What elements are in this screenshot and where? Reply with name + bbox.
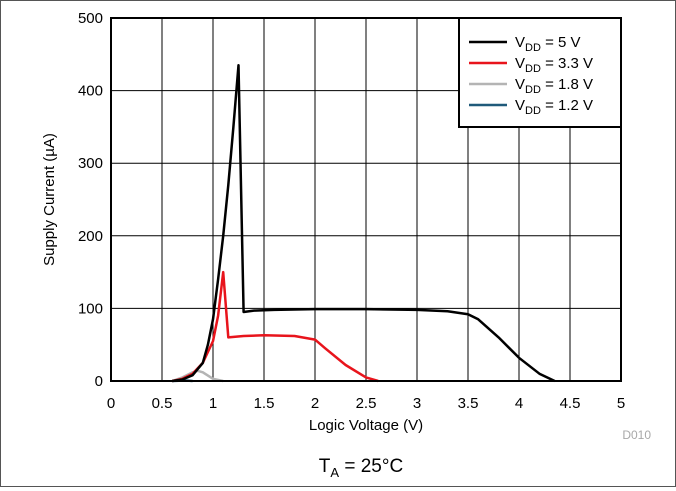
y-tick-label: 0: [95, 373, 103, 390]
x-tick-label: 1.5: [254, 395, 275, 412]
x-tick-label: 4: [515, 395, 523, 412]
x-tick-label: 1: [209, 395, 217, 412]
y-tick-label: 500: [78, 10, 103, 27]
x-tick-label: 2: [311, 395, 319, 412]
y-tick-label: 100: [78, 300, 103, 317]
y-axis-label: Supply Current (µA): [41, 133, 58, 266]
x-tick-label: 3.5: [458, 395, 479, 412]
x-axis-label: Logic Voltage (V): [309, 417, 423, 434]
y-tick-label: 400: [78, 83, 103, 100]
y-tick-label: 300: [78, 155, 103, 172]
x-tick-label: 3: [413, 395, 421, 412]
y-tick-label: 200: [78, 228, 103, 245]
x-tick-label: 4.5: [560, 395, 581, 412]
series-line: [172, 272, 378, 381]
x-tick-label: 0.5: [152, 395, 173, 412]
x-tick-label: 2.5: [356, 395, 377, 412]
x-tick-label: 0: [107, 395, 115, 412]
figure-id: D010: [622, 428, 651, 442]
x-tick-label: 5: [617, 395, 625, 412]
condition-caption: TA = 25°C: [319, 456, 403, 480]
